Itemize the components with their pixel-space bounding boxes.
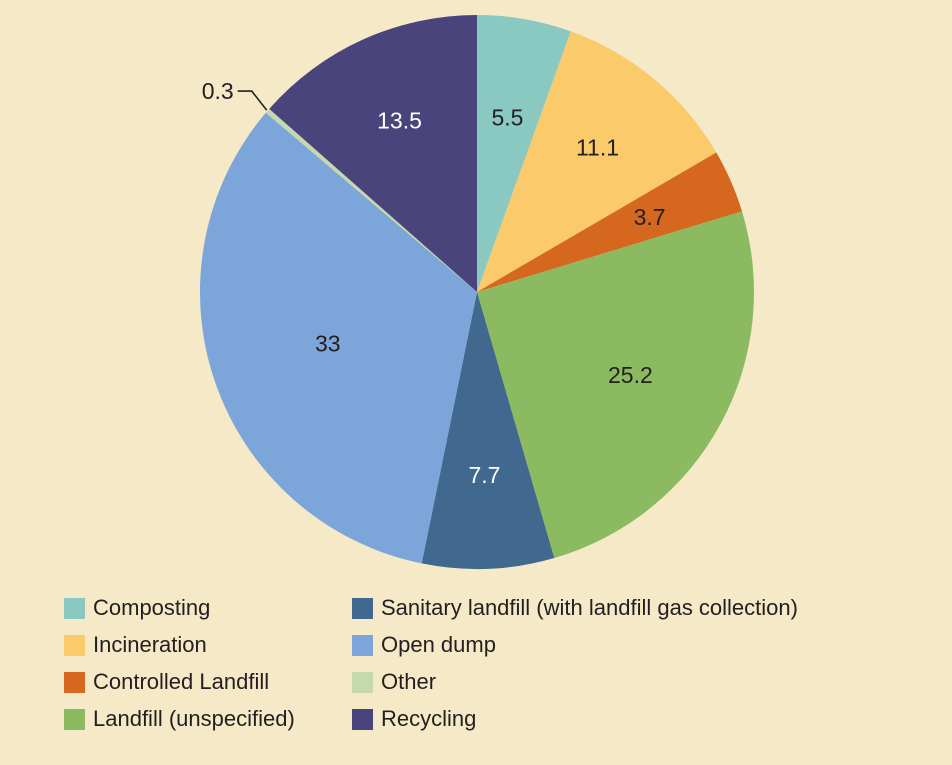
pie-value-label-composting: 5.5	[492, 104, 524, 130]
legend-label-controlled-landfill: Controlled Landfill	[93, 669, 270, 694]
legend-label-incineration: Incineration	[93, 632, 207, 657]
legend-swatch-recycling	[352, 708, 373, 730]
legend-label-recycling: Recycling	[381, 706, 477, 731]
legend-label-composting: Composting	[93, 595, 211, 620]
legend-swatch-incineration	[64, 634, 85, 656]
legend-swatch-composting	[64, 597, 85, 619]
legend-label-sanitary-landfill: Sanitary landfill (with landfill gas col…	[381, 595, 798, 620]
pie-slice-open-dump	[200, 112, 477, 564]
legend-swatch-other	[352, 671, 373, 693]
pie-slice-incineration	[477, 31, 717, 292]
legend-item-recycling: Recycling	[352, 707, 798, 731]
legend-label-other: Other	[381, 669, 437, 694]
legend-item-composting: Composting	[64, 596, 352, 620]
legend-item-landfill-unspecified: Landfill (unspecified)	[64, 707, 352, 731]
legend-swatch-sanitary-landfill	[352, 597, 373, 619]
legend-item-incineration: Incineration	[64, 633, 352, 657]
pie-value-label-sanitary-landfill-with-landfill-gas-collection: 7.7	[469, 462, 501, 488]
pie-value-label-incineration: 11.1	[576, 134, 619, 160]
legend-swatch-controlled-landfill	[64, 671, 85, 693]
legend-item-controlled-landfill: Controlled Landfill	[64, 670, 352, 694]
pie-slice-other	[265, 108, 477, 292]
pie-slice-composting	[477, 15, 571, 292]
legend-label-open-dump: Open dump	[381, 632, 496, 657]
pie-value-label-landfill-unspecified: 25.2	[608, 362, 653, 388]
legend: Composting Incineration Controlled Landf…	[64, 596, 798, 731]
legend-item-sanitary-landfill: Sanitary landfill (with landfill gas col…	[352, 596, 798, 620]
legend-item-open-dump: Open dump	[352, 633, 798, 657]
legend-item-other: Other	[352, 670, 798, 694]
pie-value-label-recycling: 13.5	[377, 107, 422, 133]
pie-slice-landfill-unspecified	[477, 211, 755, 558]
pie-slice-sanitary-landfill-with-landfill-gas-collection	[421, 292, 555, 569]
legend-swatch-open-dump	[352, 634, 373, 656]
pie-slice-controlled-landfill	[477, 152, 743, 292]
legend-swatch-landfill-unspecified	[64, 708, 85, 730]
pie-slice-recycling	[269, 15, 477, 292]
leader-line-other	[237, 90, 268, 111]
pie-value-label-other: 0.3	[202, 78, 234, 104]
pie-value-label-open-dump: 33	[315, 331, 341, 357]
pie-value-label-controlled-landfill: 3.7	[634, 204, 666, 230]
legend-label-landfill-unspecified: Landfill (unspecified)	[93, 706, 295, 731]
